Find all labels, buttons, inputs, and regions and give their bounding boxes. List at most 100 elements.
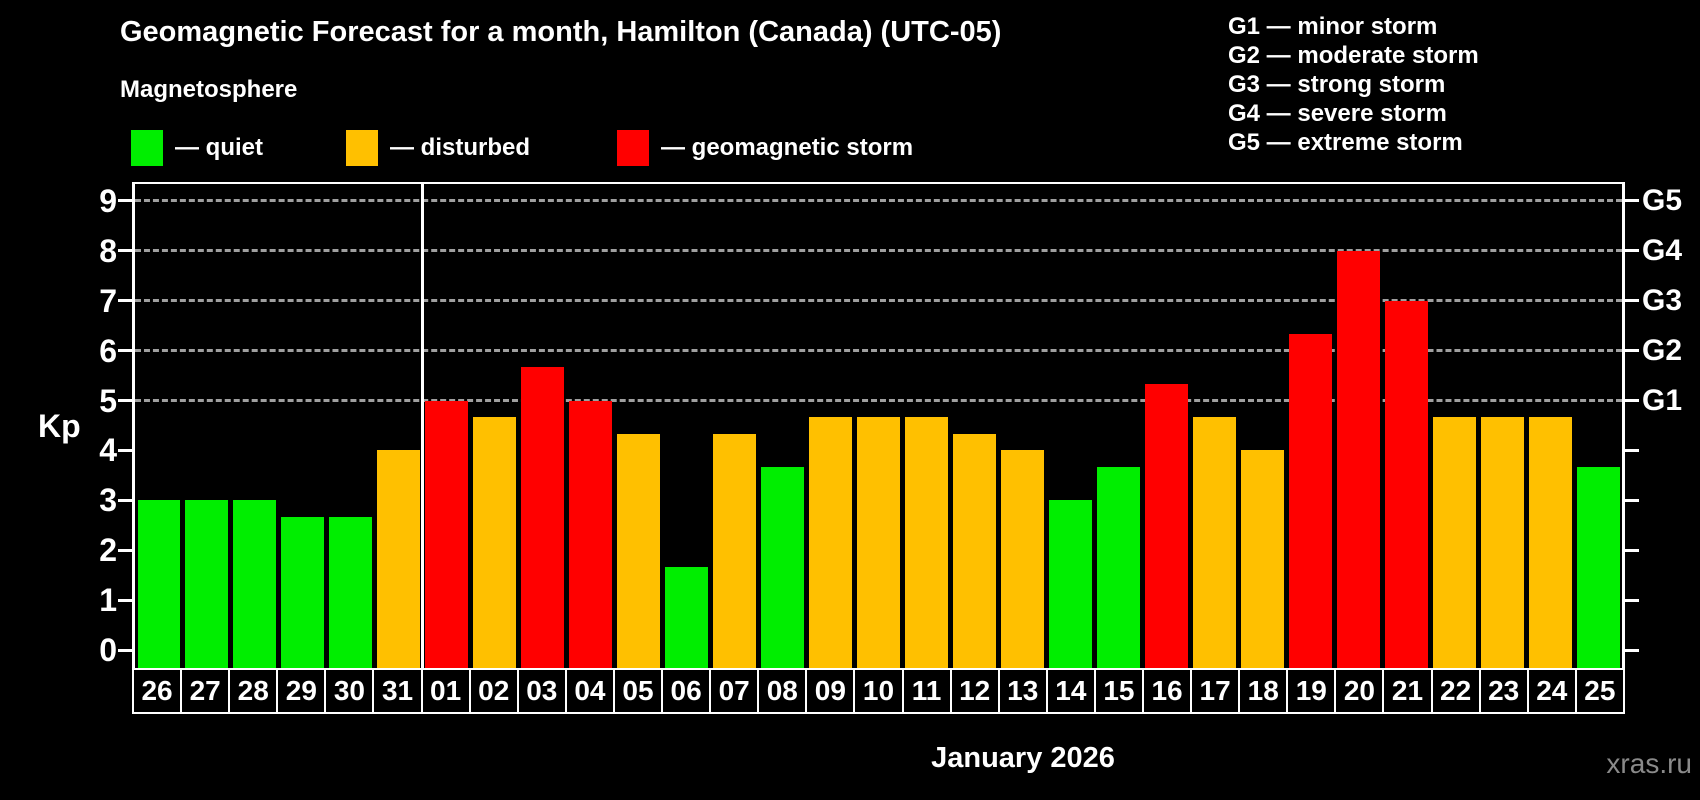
day-label-26: 26: [132, 668, 183, 714]
right-axis-tick-8: [1625, 249, 1639, 253]
legend-label-storm: — geomagnetic storm: [661, 134, 914, 161]
bar-cell-day-27: [183, 184, 231, 668]
y-axis-label-2: 2: [99, 532, 117, 569]
kp-bar-day-10: [857, 416, 900, 668]
bar-cell-day-30: [327, 184, 375, 668]
kp-bar-day-26: [137, 500, 181, 668]
kp-bar-day-23: [1480, 416, 1524, 668]
day-label-19: 19: [1286, 668, 1337, 714]
day-label-16: 16: [1141, 668, 1193, 714]
y-axis-label-4: 4: [99, 432, 117, 469]
day-label-22: 22: [1430, 668, 1481, 714]
kp-bar-day-24: [1528, 416, 1572, 668]
bar-cell-day-02: [471, 184, 519, 668]
bar-cell-day-04: [567, 184, 615, 668]
bar-cell-day-17: [1190, 184, 1238, 668]
right-axis-tick-3: [1625, 498, 1639, 502]
day-label-17: 17: [1190, 668, 1241, 714]
g-legend-line-g5: G5 — extreme storm: [1228, 129, 1463, 156]
gridline-kp-7: [135, 299, 1622, 303]
bar-cell-day-01: [423, 184, 471, 668]
y-axis-label-5: 5: [99, 382, 117, 419]
bar-cell-day-13: [998, 184, 1046, 668]
kp-bar-day-14: [1048, 500, 1092, 668]
g-legend-line-g2: G2 — moderate storm: [1228, 42, 1479, 69]
bar-cell-day-18: [1238, 184, 1286, 668]
bar-cell-day-10: [855, 184, 903, 668]
chart-title: Geomagnetic Forecast for a month, Hamilt…: [120, 16, 1002, 48]
bar-cell-day-03: [519, 184, 567, 668]
legend-label-quiet: — quiet: [175, 134, 263, 161]
left-axis-tick-7: [118, 299, 132, 303]
kp-bar-day-05: [617, 433, 661, 668]
day-label-20: 20: [1334, 668, 1385, 714]
y-axis-label-1: 1: [99, 582, 117, 619]
day-label-30: 30: [324, 668, 375, 714]
kp-bar-day-25: [1576, 466, 1620, 668]
left-axis-tick-8: [118, 249, 132, 253]
gridline-kp-5: [135, 399, 1622, 402]
gridline-kp-6: [135, 349, 1622, 353]
kp-bar-day-06: [665, 566, 709, 668]
bar-cell-day-31: [375, 184, 423, 668]
y-axis-label-7: 7: [99, 282, 117, 319]
left-axis-tick-4: [118, 448, 132, 452]
g-legend-line-g4: G4 — severe storm: [1228, 100, 1447, 127]
day-label-13: 13: [997, 668, 1048, 714]
day-label-10: 10: [853, 668, 904, 714]
left-axis-tick-2: [118, 548, 132, 552]
day-label-29: 29: [276, 668, 327, 714]
bar-cell-day-23: [1478, 184, 1526, 668]
right-axis-label-g5: G5: [1642, 183, 1683, 217]
legend-item-storm: — geomagnetic storm: [617, 128, 913, 168]
bar-cell-day-19: [1286, 184, 1334, 668]
bar-cell-day-20: [1334, 184, 1382, 668]
bar-cell-day-16: [1142, 184, 1190, 668]
y-axis-label-0: 0: [99, 632, 117, 668]
gridline-kp-9: [135, 199, 1622, 203]
kp-bar-day-03: [521, 367, 565, 668]
right-axis-tick-6: [1625, 349, 1639, 353]
day-label-11: 11: [901, 668, 952, 714]
kp-bar-day-28: [233, 500, 277, 668]
left-axis-tick-9: [118, 199, 132, 203]
left-axis-tick-1: [118, 598, 132, 602]
kp-bar-day-11: [905, 416, 948, 668]
bar-cell-day-12: [950, 184, 998, 668]
kp-bar-day-21: [1384, 300, 1428, 668]
right-axis-label-g3: G3: [1642, 283, 1683, 317]
day-label-14: 14: [1045, 668, 1096, 714]
x-axis-day-labels: 26 27 28 29 30 31 01 02 03 04 05 06 07 08 09 10 11 12 13 14…: [132, 668, 1625, 714]
legend-heading: Magnetosphere: [120, 76, 298, 103]
quiet-color-swatch: [131, 130, 163, 166]
month-separator-line: [421, 184, 425, 668]
kp-bar-day-01: [425, 400, 469, 668]
bar-cell-day-14: [1046, 184, 1094, 668]
kp-bar-day-31: [377, 450, 421, 668]
right-axis-tick-1: [1625, 598, 1639, 602]
storm-color-swatch: [617, 130, 649, 166]
bar-cell-day-28: [231, 184, 279, 668]
day-label-28: 28: [228, 668, 279, 714]
day-label-06: 06: [661, 668, 712, 714]
day-label-15: 15: [1093, 668, 1144, 714]
bar-cell-day-08: [759, 184, 807, 668]
bar-cell-day-09: [807, 184, 855, 668]
y-axis-title-kp: Kp: [38, 408, 81, 444]
disturbed-color-swatch: [346, 130, 378, 166]
bar-cell-day-07: [711, 184, 759, 668]
left-axis-tick-0: [118, 648, 132, 652]
kp-bar-day-19: [1288, 334, 1332, 668]
bar-cell-day-26: [135, 184, 183, 668]
bar-cell-day-25: [1574, 184, 1622, 668]
kp-bar-day-22: [1432, 416, 1476, 668]
left-axis-tick-5: [118, 399, 132, 402]
day-label-25: 25: [1574, 668, 1625, 714]
day-label-09: 09: [805, 668, 856, 714]
kp-bar-day-30: [329, 516, 373, 668]
y-axis-label-8: 8: [99, 232, 117, 269]
bar-cell-day-05: [615, 184, 663, 668]
gridline-kp-8: [135, 249, 1622, 253]
day-label-02: 02: [468, 668, 519, 714]
watermark: xras.ru: [1606, 748, 1692, 779]
